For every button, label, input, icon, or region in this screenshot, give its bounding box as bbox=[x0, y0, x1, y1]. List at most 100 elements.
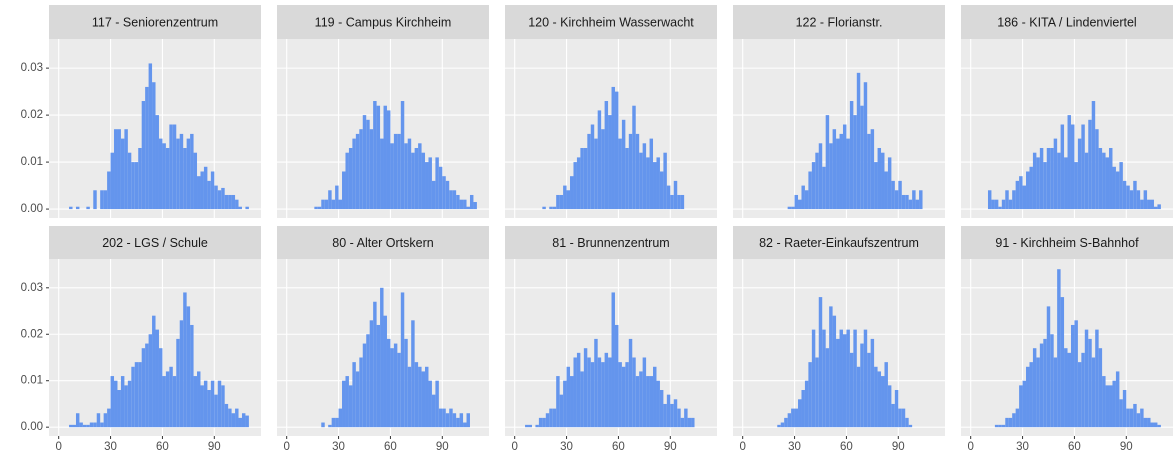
bar bbox=[103, 413, 108, 428]
bar bbox=[1060, 297, 1065, 428]
bar bbox=[1122, 390, 1127, 428]
bar bbox=[117, 390, 121, 428]
bar bbox=[583, 147, 588, 210]
bar bbox=[1088, 338, 1092, 428]
x-tick-label: 90 bbox=[892, 441, 905, 453]
y-tick-label: 0.02 bbox=[21, 328, 43, 340]
bar bbox=[887, 157, 892, 210]
bar bbox=[856, 366, 861, 428]
bar bbox=[390, 143, 394, 210]
bar bbox=[545, 413, 550, 428]
bar bbox=[148, 63, 153, 210]
bar bbox=[418, 366, 422, 428]
bar bbox=[818, 297, 823, 428]
bar bbox=[197, 176, 201, 210]
bar bbox=[628, 338, 633, 428]
bar bbox=[456, 194, 460, 210]
bar bbox=[594, 138, 598, 210]
bar bbox=[1126, 185, 1130, 210]
facet-title: 80 - Alter Ortskern bbox=[332, 236, 433, 250]
bar bbox=[590, 124, 595, 210]
bar bbox=[100, 190, 104, 210]
bar bbox=[1012, 190, 1016, 210]
bar bbox=[449, 190, 453, 210]
bar bbox=[1112, 166, 1116, 210]
bar bbox=[570, 176, 574, 210]
bar bbox=[549, 206, 553, 210]
bar bbox=[1150, 199, 1154, 210]
bar bbox=[241, 413, 246, 428]
bar bbox=[863, 82, 868, 210]
bar bbox=[418, 143, 422, 210]
bar bbox=[787, 206, 792, 210]
bar bbox=[556, 194, 560, 210]
bar bbox=[1060, 124, 1065, 210]
bar bbox=[235, 408, 239, 428]
bar bbox=[158, 348, 163, 428]
bar bbox=[998, 206, 1002, 210]
bar bbox=[165, 147, 170, 210]
bar bbox=[808, 362, 812, 428]
bar bbox=[145, 86, 149, 210]
bar bbox=[186, 306, 191, 428]
bar bbox=[183, 147, 187, 210]
x-tick-label: 0 bbox=[967, 441, 973, 453]
bar bbox=[445, 413, 450, 428]
facet-title: 81 - Brunnenzentrum bbox=[552, 236, 669, 250]
bar bbox=[207, 180, 211, 210]
bar bbox=[825, 348, 830, 428]
bar bbox=[1091, 357, 1096, 428]
bar bbox=[103, 190, 108, 210]
bar bbox=[604, 101, 609, 210]
bar bbox=[1133, 403, 1137, 428]
bar bbox=[127, 152, 132, 210]
bar bbox=[1102, 152, 1106, 210]
bar bbox=[1081, 352, 1085, 428]
bar bbox=[348, 147, 353, 210]
bar bbox=[141, 101, 146, 210]
bar bbox=[376, 105, 381, 210]
bar bbox=[373, 101, 377, 210]
bar bbox=[587, 357, 591, 428]
bar bbox=[1001, 424, 1006, 428]
bar bbox=[172, 124, 177, 210]
bar bbox=[642, 357, 647, 428]
bar bbox=[445, 180, 450, 210]
bar bbox=[804, 190, 809, 210]
bar bbox=[393, 343, 398, 428]
bar bbox=[905, 417, 909, 428]
bar bbox=[1067, 115, 1071, 210]
bar bbox=[542, 206, 546, 210]
bar bbox=[82, 424, 87, 428]
facet-title: 119 - Campus Kirchheim bbox=[315, 15, 452, 29]
bar bbox=[1001, 199, 1006, 210]
bar bbox=[573, 162, 577, 210]
x-tick-label: 90 bbox=[1120, 441, 1133, 453]
bar bbox=[217, 190, 222, 210]
bar bbox=[414, 147, 419, 210]
bar bbox=[1084, 329, 1089, 428]
bar bbox=[601, 129, 605, 210]
bar bbox=[791, 206, 795, 210]
bar bbox=[342, 171, 346, 210]
bar bbox=[538, 417, 543, 428]
bar bbox=[1043, 338, 1047, 428]
bar bbox=[846, 138, 850, 210]
bar bbox=[621, 119, 626, 210]
bar bbox=[380, 287, 384, 428]
strip-background bbox=[961, 226, 1173, 259]
bar bbox=[780, 422, 785, 428]
bar bbox=[1022, 380, 1027, 428]
bar bbox=[72, 424, 76, 428]
bar bbox=[1126, 408, 1130, 428]
bar bbox=[117, 129, 121, 210]
bar bbox=[459, 413, 464, 428]
bar bbox=[466, 413, 470, 428]
bar bbox=[221, 385, 225, 428]
bar bbox=[179, 133, 184, 210]
bar bbox=[1074, 162, 1078, 210]
bar bbox=[193, 152, 198, 210]
x-tick-label: 30 bbox=[332, 441, 345, 453]
bar bbox=[469, 194, 474, 210]
